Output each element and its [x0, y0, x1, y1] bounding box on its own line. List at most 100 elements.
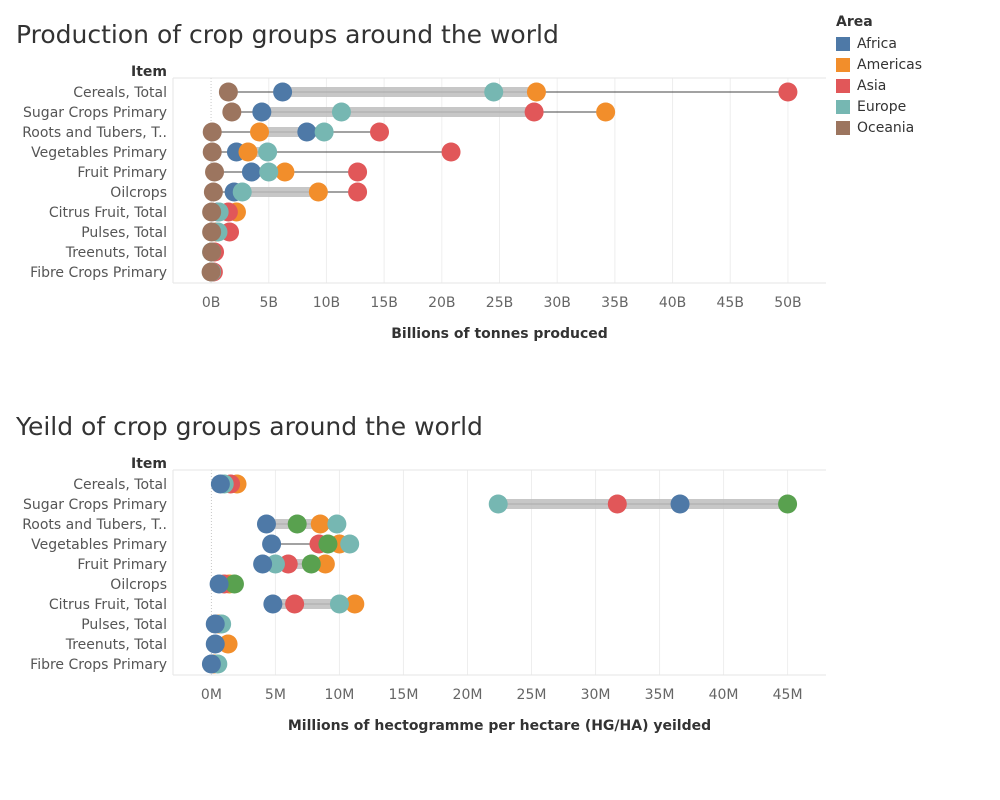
yield-point-europe[interactable]: Vegetables Primary: [340, 534, 360, 554]
production-point-europe[interactable]: Sugar Crops Primary: [331, 102, 351, 122]
area-legend: Area Africa Americas Asia Europe Oceania: [836, 14, 922, 138]
production-x-tick-label: 5B: [260, 295, 279, 311]
production-range-band: [259, 127, 325, 137]
legend-swatch-oceania: [836, 120, 850, 135]
production-point-oceania[interactable]: Citrus Fruit, Total: [202, 202, 222, 222]
yield-point-americas[interactable]: Fruit Primary: [315, 554, 335, 574]
production-point-americas[interactable]: Vegetables Primary: [238, 142, 258, 162]
production-point-americas[interactable]: Sugar Crops Primary: [596, 102, 616, 122]
yield-point-africa[interactable]: Treenuts, Total: [205, 634, 225, 654]
production-point-africa[interactable]: Roots and Tubers, T..: [297, 122, 317, 142]
production-point-africa[interactable]: Cereals, Total: [273, 82, 293, 102]
production-point-asia[interactable]: Sugar Crops Primary: [524, 102, 544, 122]
production-x-tick-label: 25B: [486, 295, 513, 311]
production-category-label: Pulses, Total: [81, 225, 167, 241]
legend-label-americas: Americas: [857, 56, 923, 73]
production-point-europe[interactable]: Oilcrops: [232, 182, 252, 202]
yield-point-africa[interactable]: Citrus Fruit, Total: [263, 594, 283, 614]
production-point-oceania[interactable]: Vegetables Primary: [202, 142, 222, 162]
legend-label-oceania: Oceania: [857, 119, 915, 136]
yield-point-africa[interactable]: Roots and Tubers, T..: [256, 514, 276, 534]
yield-x-tick-label: 30M: [581, 687, 611, 703]
production-point-americas[interactable]: Oilcrops: [308, 182, 328, 202]
yield-point-africa[interactable]: Sugar Crops Primary: [670, 494, 690, 514]
yield-point-unlabelled[interactable]: Vegetables Primary: [318, 534, 338, 554]
yield-chart-title: Yeild of crop groups around the world: [16, 412, 483, 441]
yield-chart: Item Cereals, Total Sugar Crops Primary Roo…: [22, 456, 826, 734]
yield-point-americas[interactable]: Roots and Tubers, T..: [310, 514, 330, 534]
legend-item-asia[interactable]: Asia: [836, 75, 922, 96]
yield-point-africa[interactable]: Cereals, Total: [210, 474, 230, 494]
production-point-oceania[interactable]: Fibre Crops Primary: [201, 262, 221, 282]
production-x-tick-label: 45B: [717, 295, 744, 311]
production-point-oceania[interactable]: Sugar Crops Primary: [222, 102, 242, 122]
yield-point-unlabelled[interactable]: Fruit Primary: [301, 554, 321, 574]
yield-range-band: [498, 499, 788, 509]
yield-x-axis-label: Millions of hectogramme per hectare (HG/…: [288, 718, 711, 734]
production-point-oceania[interactable]: Oilcrops: [203, 182, 223, 202]
production-point-asia[interactable]: Oilcrops: [348, 182, 368, 202]
production-point-americas[interactable]: Fruit Primary: [275, 162, 295, 182]
production-point-europe[interactable]: Fruit Primary: [259, 162, 279, 182]
yield-point-asia[interactable]: Citrus Fruit, Total: [285, 594, 305, 614]
legend-label-europe: Europe: [857, 98, 907, 115]
production-point-europe[interactable]: Cereals, Total: [484, 82, 504, 102]
yield-point-africa[interactable]: Oilcrops: [209, 574, 229, 594]
production-range-band: [234, 187, 319, 197]
production-point-oceania[interactable]: Pulses, Total: [202, 222, 222, 242]
yield-point-europe[interactable]: Roots and Tubers, T..: [327, 514, 347, 534]
production-point-asia[interactable]: Fruit Primary: [348, 162, 368, 182]
yield-point-africa[interactable]: Fruit Primary: [253, 554, 273, 574]
production-category-label: Roots and Tubers, T..: [22, 125, 167, 141]
production-x-tick-label: 15B: [370, 295, 397, 311]
yield-point-europe[interactable]: Sugar Crops Primary: [488, 494, 508, 514]
legend-item-africa[interactable]: Africa: [836, 33, 922, 54]
production-point-oceania[interactable]: Fruit Primary: [205, 162, 225, 182]
legend-item-americas[interactable]: Americas: [836, 54, 922, 75]
production-category-label: Cereals, Total: [73, 85, 167, 101]
yield-point-africa[interactable]: Fibre Crops Primary: [201, 654, 221, 674]
yield-point-asia[interactable]: Sugar Crops Primary: [607, 494, 627, 514]
yield-category-label: Treenuts, Total: [65, 637, 167, 653]
legend-swatch-africa: [836, 36, 850, 51]
legend-title: Area: [836, 14, 873, 30]
yield-category-label: Sugar Crops Primary: [23, 497, 167, 513]
legend-swatch-asia: [836, 78, 850, 93]
yield-category-label: Fibre Crops Primary: [30, 657, 167, 673]
yield-point-unlabelled[interactable]: Sugar Crops Primary: [778, 494, 798, 514]
production-point-asia[interactable]: Vegetables Primary: [441, 142, 461, 162]
legend-item-oceania[interactable]: Oceania: [836, 117, 922, 138]
production-range-band: [261, 107, 535, 117]
yield-range-band: [272, 599, 355, 609]
production-point-americas[interactable]: Cereals, Total: [526, 82, 546, 102]
production-point-europe[interactable]: Vegetables Primary: [258, 142, 278, 162]
yield-point-europe[interactable]: Citrus Fruit, Total: [329, 594, 349, 614]
yield-point-africa[interactable]: Vegetables Primary: [262, 534, 282, 554]
yield-point-unlabelled[interactable]: Oilcrops: [224, 574, 244, 594]
yield-x-tick-label: 0M: [201, 687, 222, 703]
production-x-tick-label: 40B: [659, 295, 686, 311]
production-point-oceania[interactable]: Roots and Tubers, T..: [202, 122, 222, 142]
yield-category-label: Cereals, Total: [73, 477, 167, 493]
production-point-asia[interactable]: Cereals, Total: [778, 82, 798, 102]
yield-point-americas[interactable]: Citrus Fruit, Total: [345, 594, 365, 614]
yield-x-tick-label: 20M: [453, 687, 483, 703]
yield-point-unlabelled[interactable]: Roots and Tubers, T..: [287, 514, 307, 534]
yield-category-label: Citrus Fruit, Total: [49, 597, 167, 613]
legend-item-europe[interactable]: Europe: [836, 96, 922, 117]
legend-swatch-americas: [836, 57, 850, 72]
yield-x-tick-label: 35M: [645, 687, 675, 703]
production-category-label: Treenuts, Total: [65, 245, 167, 261]
production-point-europe[interactable]: Roots and Tubers, T..: [314, 122, 334, 142]
yield-point-africa[interactable]: Pulses, Total: [205, 614, 225, 634]
production-point-africa[interactable]: Sugar Crops Primary: [252, 102, 272, 122]
production-x-tick-label: 50B: [774, 295, 801, 311]
production-x-tick-label: 30B: [543, 295, 570, 311]
yield-x-tick-label: 15M: [389, 687, 419, 703]
production-point-oceania[interactable]: Treenuts, Total: [202, 242, 222, 262]
production-point-americas[interactable]: Roots and Tubers, T..: [250, 122, 270, 142]
production-range-band: [282, 87, 537, 97]
production-point-oceania[interactable]: Cereals, Total: [218, 82, 238, 102]
production-point-africa[interactable]: Fruit Primary: [241, 162, 261, 182]
production-point-asia[interactable]: Roots and Tubers, T..: [370, 122, 390, 142]
